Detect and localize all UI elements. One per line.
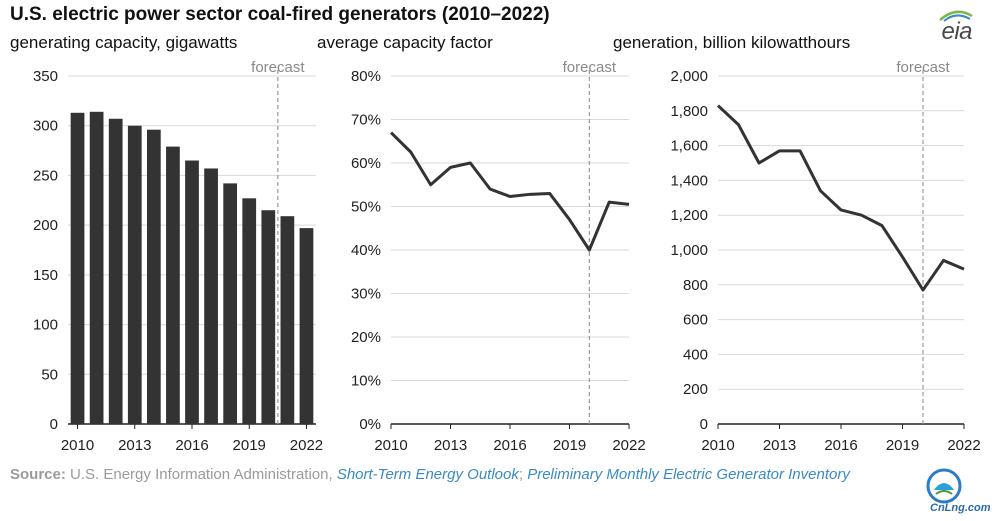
x-tick-label: 2022	[947, 437, 980, 454]
x-tick-label: 2013	[763, 437, 796, 454]
watermark: CnLng.com	[926, 464, 996, 519]
y-tick-label: 50%	[351, 199, 381, 216]
y-tick-label: 1,800	[670, 103, 708, 120]
capacity-panel-title: generating capacity, gigawatts	[10, 33, 238, 52]
generation-panel-title: generation, billion kilowatthours	[613, 33, 851, 52]
x-tick-label: 2010	[374, 437, 407, 454]
source-note: Source: U.S. Energy Information Administ…	[10, 462, 940, 488]
y-tick-label: 2,000	[670, 68, 708, 85]
y-tick-label: 200	[683, 381, 708, 398]
source-link-steo[interactable]: Short-Term Energy Outlook	[336, 466, 519, 483]
y-tick-label: 80%	[351, 68, 381, 85]
bar-2014	[146, 129, 161, 425]
x-tick-label: 2019	[233, 437, 266, 454]
y-tick-label: 400	[683, 346, 708, 363]
bar-2016	[185, 160, 199, 424]
x-tick-label: 2022	[612, 437, 645, 454]
bar-2020	[261, 210, 276, 424]
x-tick-label: 2010	[61, 437, 94, 454]
y-tick-label: 800	[683, 277, 708, 294]
y-tick-label: 30%	[351, 286, 381, 303]
bar-2022	[299, 228, 314, 424]
y-tick-label: 100	[33, 317, 58, 334]
bar-2013	[127, 125, 142, 424]
x-tick-label: 2010	[701, 437, 734, 454]
y-tick-label: 10%	[351, 373, 381, 390]
x-tick-label: 2013	[434, 437, 467, 454]
bar-2019	[242, 198, 257, 424]
y-tick-label: 20%	[351, 329, 381, 346]
y-tick-label: 1,000	[670, 242, 708, 259]
y-tick-label: 70%	[351, 112, 381, 129]
eia-swoosh-icon	[939, 10, 973, 22]
bar-2017	[204, 168, 218, 424]
source-separator: ;	[518, 466, 524, 483]
forecast-label: forecast	[251, 59, 305, 76]
y-tick-label: 600	[683, 312, 708, 329]
bar-2011	[89, 111, 104, 425]
x-tick-label: 2019	[886, 437, 919, 454]
y-tick-label: 60%	[351, 155, 381, 172]
y-tick-label: 1,200	[670, 207, 708, 224]
y-tick-label: 0%	[359, 416, 381, 433]
y-tick-label: 1,600	[670, 138, 708, 155]
y-tick-label: 0	[700, 416, 708, 433]
eia-logo-text: eia	[941, 18, 972, 45]
source-link-generator-inventory[interactable]: Preliminary Monthly Electric Generator I…	[527, 466, 850, 483]
y-tick-label: 0	[50, 416, 58, 433]
source-text: U.S. Energy Information Administration,	[70, 466, 333, 483]
y-tick-label: 350	[33, 68, 58, 85]
bar-2010	[70, 112, 85, 424]
bar-2012	[108, 118, 123, 425]
series-line-1	[389, 131, 630, 252]
y-tick-label: 40%	[351, 242, 381, 259]
capacity-factor-panel-title: average capacity factor	[317, 33, 493, 52]
x-tick-label: 2022	[290, 437, 323, 454]
forecast-label: forecast	[896, 59, 950, 76]
watermark-text: CnLng.com	[930, 502, 991, 514]
y-tick-label: 150	[33, 267, 58, 284]
bar-2015	[166, 146, 180, 424]
y-tick-label: 300	[33, 118, 58, 135]
y-tick-label: 250	[33, 167, 58, 184]
y-tick-label: 1,400	[670, 172, 708, 189]
source-label: Source:	[10, 466, 66, 483]
x-tick-label: 2019	[553, 437, 586, 454]
bar-2021	[280, 216, 295, 424]
watermark-logo-icon: CnLng.com	[926, 468, 991, 514]
x-tick-label: 2016	[493, 437, 526, 454]
y-tick-label: 200	[33, 217, 58, 234]
y-tick-label: 50	[41, 366, 58, 383]
x-tick-label: 2016	[175, 437, 208, 454]
x-tick-label: 2016	[824, 437, 857, 454]
series-line-2	[716, 104, 965, 292]
x-tick-label: 2013	[118, 437, 151, 454]
forecast-label: forecast	[563, 59, 617, 76]
chart-title: U.S. electric power sector coal-fired ge…	[10, 4, 550, 25]
bar-2018	[223, 183, 238, 424]
